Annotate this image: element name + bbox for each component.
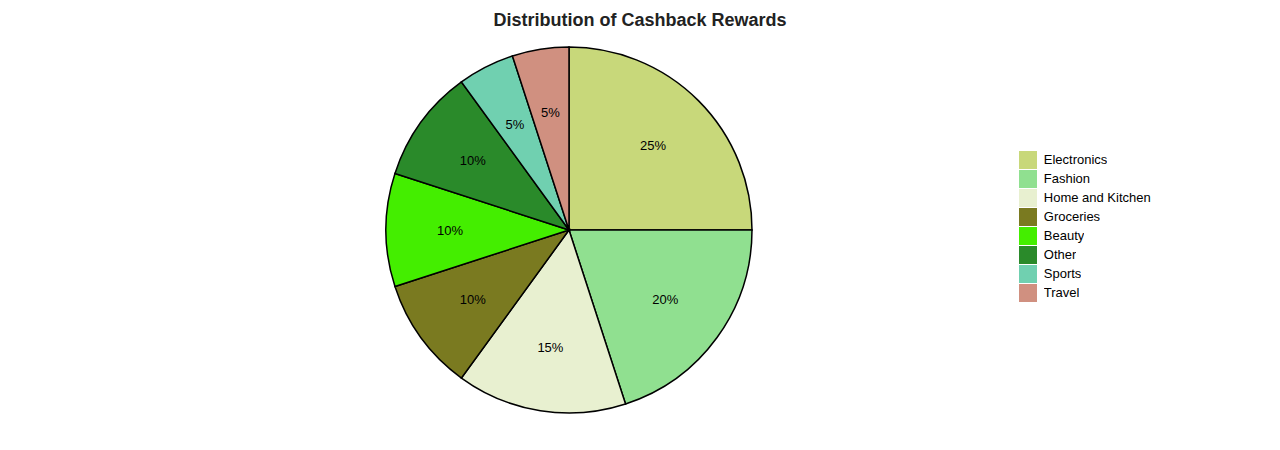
html-text:Other: Other bbox=[1043, 247, 1077, 263]
html-text:Home and Kitchen: Home and Kitchen bbox=[1043, 190, 1151, 206]
html-text:Groceries: Groceries bbox=[1043, 209, 1101, 225]
svg-text:10%: 10% bbox=[460, 153, 486, 168]
svg-text:15%: 15% bbox=[538, 340, 564, 355]
svg-text:10%: 10% bbox=[460, 292, 486, 307]
html-text:Electronics: Electronics bbox=[1043, 152, 1108, 168]
svg-text:5%: 5% bbox=[541, 105, 560, 120]
html-text:Distribution of Cashback Rewar: Distribution of Cashback Rewards bbox=[493, 10, 787, 30]
html-text:Travel: Travel bbox=[1043, 285, 1080, 301]
html-text:Fashion: Fashion bbox=[1043, 171, 1090, 187]
svg-text:25%: 25% bbox=[640, 138, 666, 153]
html-text:Beauty: Beauty bbox=[1043, 228, 1085, 244]
html-text:Sports: Sports bbox=[1043, 266, 1082, 282]
svg-text:20%: 20% bbox=[652, 292, 678, 307]
svg-text:5%: 5% bbox=[506, 117, 525, 132]
svg-text:10%: 10% bbox=[437, 223, 463, 238]
